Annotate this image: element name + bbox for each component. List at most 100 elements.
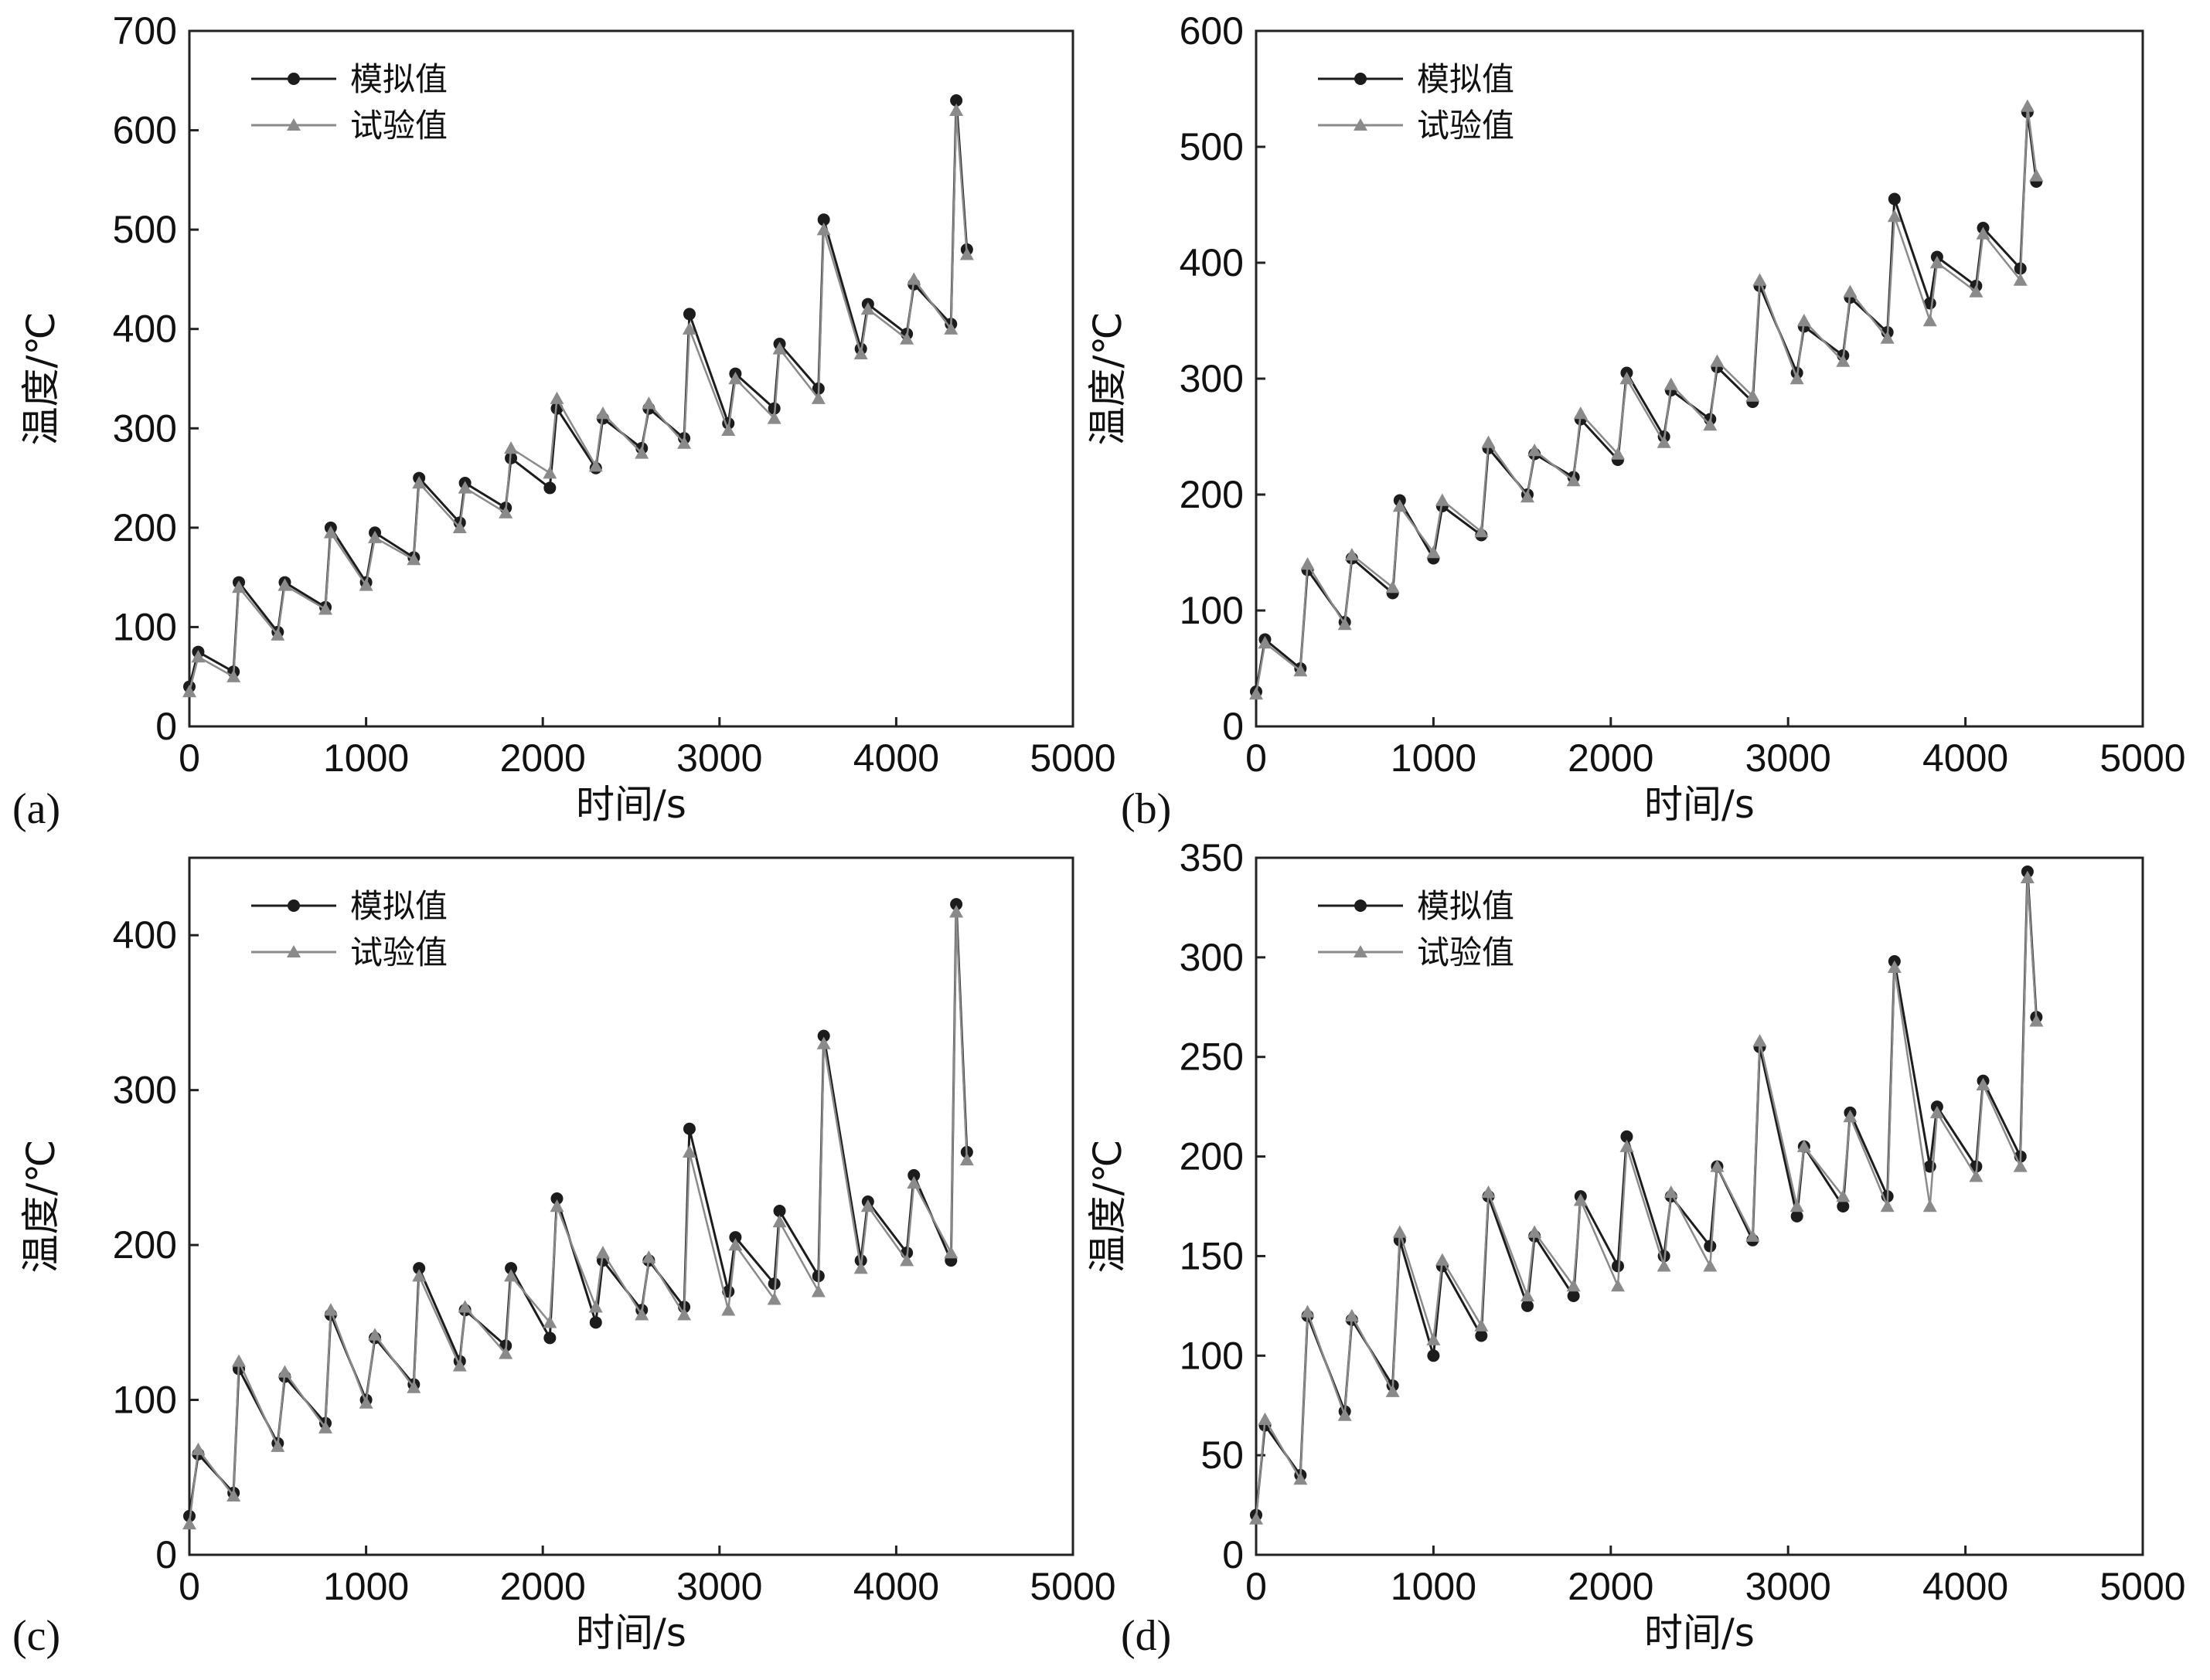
data-point-experimental [1663,1185,1678,1199]
data-point-experimental [1843,284,1858,298]
y-tick-label: 200 [113,506,177,549]
y-tick-label: 200 [1180,1135,1244,1178]
data-point-simulated [683,1122,696,1135]
x-tick-label: 2000 [500,736,586,780]
data-point-simulated [1427,1349,1440,1362]
data-point-experimental [407,553,421,566]
data-point-experimental [278,578,292,591]
data-point-experimental [1426,1332,1441,1345]
data-point-experimental [1385,1384,1400,1397]
data-point-experimental [2029,168,2044,182]
data-point-experimental [1300,1304,1315,1318]
panel-label: (d) [1121,1612,1171,1660]
data-point-experimental [1573,1193,1588,1206]
data-point-simulated [543,481,557,495]
data-point-experimental [1610,1279,1625,1292]
data-point-experimental [1520,1288,1534,1302]
x-tick-label: 4000 [853,736,939,780]
data-point-experimental [2013,1159,2028,1172]
data-point-experimental [1573,406,1588,420]
data-point-experimental [271,1439,285,1452]
data-point-experimental [2020,99,2035,112]
y-tick-label: 300 [113,1069,177,1112]
data-point-experimental [1392,1225,1407,1238]
data-point-experimental [811,1284,826,1297]
data-point-simulated [773,1205,786,1218]
data-point-experimental [1293,1472,1308,1485]
data-point-experimental [499,1346,513,1359]
y-tick-label: 0 [155,705,177,748]
data-point-experimental [452,1359,467,1372]
data-point-experimental [728,372,743,385]
data-point-experimental [860,1199,875,1212]
x-tick-label: 5000 [2099,736,2185,780]
data-point-simulated [768,1277,781,1291]
data-point-experimental [1481,435,1496,448]
y-axis-label: 温度/℃ [19,1140,63,1274]
data-point-experimental [588,459,603,472]
data-point-experimental [1836,1189,1851,1202]
data-point-simulated [817,1029,830,1042]
data-point-experimental [412,1269,427,1282]
panel-label: (a) [12,785,60,833]
data-point-experimental [1249,1512,1263,1525]
data-point-experimental [412,476,427,489]
x-tick-label: 1000 [323,1565,409,1608]
y-axis-label: 温度/℃ [19,312,63,446]
data-point-simulated [1888,192,1901,206]
data-point-experimental [1976,1077,1990,1090]
data-point-simulated [817,213,830,226]
data-point-experimental [182,1516,196,1530]
data-point-experimental [595,406,610,420]
data-point-experimental [1337,617,1352,631]
data-point-experimental [543,466,557,479]
data-point-simulated [1520,1299,1534,1312]
legend-label: 模拟值 [350,60,448,98]
x-tick-label: 1000 [1391,736,1476,780]
data-point-experimental [1663,377,1678,390]
x-tick-label: 3000 [1745,736,1831,780]
data-point-simulated [1704,1240,1717,1253]
y-tick-label: 600 [1180,9,1244,53]
data-point-experimental [1796,1139,1811,1152]
data-point-experimental [1703,1259,1718,1272]
series-line-simulated [1255,111,2038,692]
data-point-experimental [359,578,373,591]
data-point-simulated [1837,1200,1850,1212]
data-point-experimental [550,391,564,404]
data-point-simulated [950,94,963,107]
data-point-simulated [1567,1289,1580,1302]
x-tick-label: 2000 [1568,1565,1653,1608]
data-point-experimental [907,272,921,285]
legend-label: 试验值 [350,934,448,971]
data-point-experimental [368,530,383,543]
data-point-experimental [721,423,736,437]
data-point-simulated [729,1231,742,1244]
data-point-experimental [458,1300,472,1313]
data-point-experimental [1922,314,1937,327]
legend-label: 模拟值 [350,887,448,925]
y-tick-label: 100 [1180,589,1244,632]
data-point-experimental [368,1328,383,1341]
data-point-simulated [589,1316,602,1329]
data-point-experimental [1929,1105,1944,1119]
data-point-experimental [1969,284,1984,298]
data-point-experimental [550,1199,564,1212]
plot-frame [1255,856,2144,1556]
series-line-experimental [188,109,969,692]
x-axis-label: 时间/s [1644,1610,1755,1655]
data-point-experimental [772,342,787,355]
panel-label: (c) [12,1612,60,1660]
data-point-experimental [1300,557,1315,570]
x-tick-label: 3000 [1745,1565,1831,1608]
data-point-experimental [191,1442,206,1455]
data-point-simulated [907,1168,921,1182]
plot-frame [188,29,1074,728]
y-tick-label: 200 [113,1223,177,1267]
y-tick-label: 400 [113,308,177,351]
legend-marker-circle [1354,73,1367,85]
x-tick-label: 5000 [2099,1565,2185,1608]
data-point-experimental [1922,1199,1937,1212]
y-axis-label: 温度/℃ [1085,312,1130,446]
x-tick-label: 3000 [676,1565,762,1608]
